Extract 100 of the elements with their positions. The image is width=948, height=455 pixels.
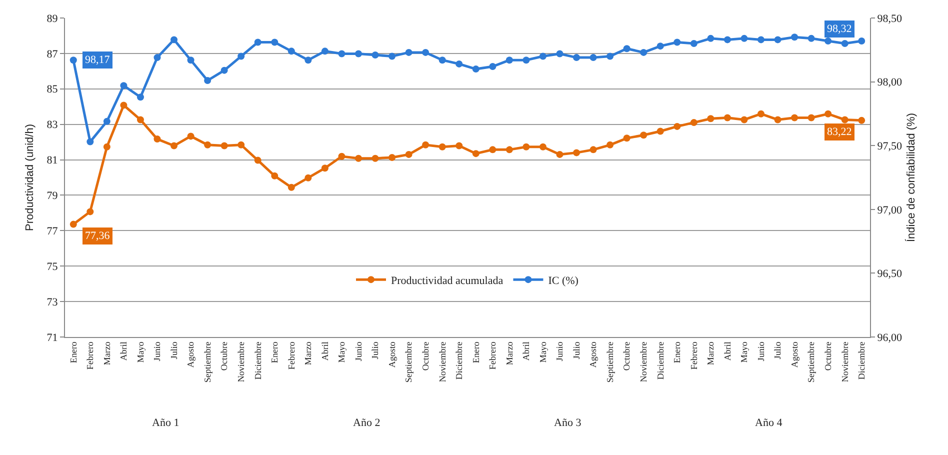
point [824, 110, 832, 118]
y-tick-label: 71 [46, 332, 58, 344]
point [271, 172, 278, 180]
point [238, 52, 245, 60]
text: Año 3 [554, 417, 582, 429]
point [506, 56, 513, 64]
point [707, 115, 714, 122]
x-tick-label: Julio [168, 341, 179, 360]
point [204, 141, 212, 148]
point [808, 114, 815, 122]
y-tick-label: 83 [46, 119, 58, 132]
point [724, 114, 731, 122]
x-tick-label: Septiembre [404, 342, 414, 383]
text: Año 4 [755, 417, 783, 429]
x-tick-label: Diciembre [454, 342, 464, 380]
point [86, 138, 94, 146]
data-label: 98,17 [85, 54, 110, 66]
x-tick-label: Julio [571, 341, 582, 360]
point [338, 152, 346, 160]
point [187, 56, 194, 64]
point [690, 40, 698, 48]
point [136, 94, 144, 101]
point [623, 45, 630, 52]
y2-tick-label: 98,00 [877, 76, 902, 89]
x-tick-label: Marzo [102, 341, 112, 366]
point [86, 208, 94, 216]
point [154, 136, 161, 143]
point [674, 38, 681, 46]
x-tick-label: Noviembre [236, 342, 246, 382]
point [841, 116, 848, 124]
point [438, 143, 446, 150]
point [573, 54, 580, 62]
point [640, 132, 648, 139]
point [606, 52, 614, 60]
point [590, 54, 597, 62]
x-tick-label: Agosto [186, 341, 196, 368]
y2-tick-label: 98,50 [877, 12, 902, 25]
data-label: 98,32 [827, 23, 852, 35]
point [656, 128, 664, 135]
x-tick-label: Abril [118, 341, 129, 361]
point [288, 184, 295, 191]
legend-label: Productividad acumulada [391, 274, 504, 287]
point [606, 141, 614, 148]
point [271, 38, 278, 46]
y-tick-label: 77 [46, 226, 58, 238]
x-tick-label: Marzo [504, 341, 514, 366]
point [656, 42, 664, 50]
x-tick-label: Agosto [588, 341, 598, 368]
y2-tick-label: 96,00 [877, 332, 902, 344]
x-tick-label: Mayo [538, 341, 548, 363]
x-tick-label: Octubre [622, 342, 632, 371]
point [254, 38, 262, 46]
x-tick-label: Febrero [688, 341, 699, 370]
point [170, 36, 178, 44]
point [120, 82, 128, 90]
x-tick-label: Septiembre [604, 342, 615, 383]
point [623, 134, 630, 142]
point [388, 52, 396, 60]
text: Año 1 [152, 417, 180, 429]
x-tick-label: Diciembre [655, 342, 666, 380]
point [154, 54, 161, 62]
point [774, 36, 782, 44]
point [120, 102, 128, 109]
point [405, 48, 412, 56]
legend-label: IC (%) [548, 274, 579, 287]
point [824, 37, 832, 44]
x-tick-label: Octubre [822, 342, 833, 371]
point [808, 34, 815, 42]
x-tick-label: Febrero [286, 341, 296, 370]
point [187, 132, 194, 140]
point [539, 143, 546, 150]
x-tick-label: Septiembre [806, 342, 816, 383]
y-axis-title: Productividad (unid/h) [24, 124, 36, 232]
x-tick-label: Noviembre [638, 342, 649, 382]
x-tick-label: Febrero [488, 341, 498, 370]
point [556, 50, 564, 58]
point [858, 37, 866, 44]
x-tick-label: Diciembre [856, 342, 867, 380]
point [707, 34, 714, 42]
point [489, 146, 496, 154]
point [472, 66, 480, 73]
point [472, 150, 480, 158]
x-tick-label: Enero [270, 341, 280, 364]
point [304, 56, 312, 64]
point [791, 114, 798, 122]
point [354, 154, 362, 162]
x-tick-label: Agosto [386, 341, 397, 368]
y-tick-label: 81 [46, 154, 58, 167]
x-tick-label: Julio [370, 341, 380, 360]
y2-tick-label: 97,50 [877, 140, 902, 152]
point [321, 164, 328, 172]
point [170, 142, 178, 150]
point [757, 110, 764, 118]
x-tick-label: Enero [68, 341, 78, 364]
point [422, 141, 430, 148]
point [103, 118, 110, 125]
point [690, 119, 698, 126]
x-tick-label: Enero [470, 341, 481, 364]
y2-tick-label: 97,00 [877, 204, 902, 216]
point [858, 116, 866, 124]
